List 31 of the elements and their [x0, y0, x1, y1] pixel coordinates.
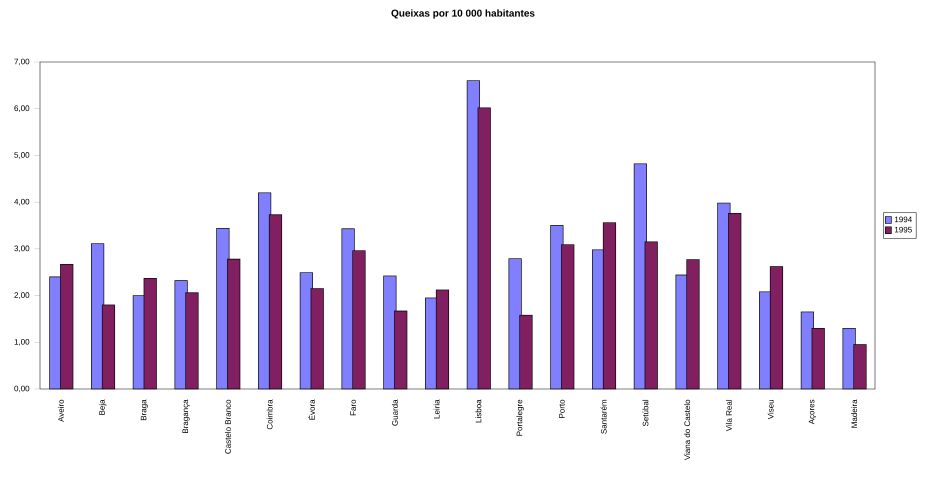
- x-tick-label: Faro: [350, 400, 356, 416]
- x-tick-label: Setúbal: [642, 400, 648, 426]
- y-tick-label: 7,00: [14, 58, 30, 66]
- x-tick-label: Bragança: [182, 399, 190, 433]
- x-tick-label: Leiria: [434, 399, 440, 418]
- x-tick-label: Beja: [98, 399, 106, 415]
- y-tick-label: 5,00: [14, 152, 30, 159]
- x-tick-label: Santarém: [600, 400, 607, 434]
- x-tick-label: Vila Real: [726, 400, 732, 432]
- chart-title: Queixas por 10 000 habitantes: [391, 9, 535, 19]
- x-tick-label: Porto: [559, 400, 565, 418]
- x-tick-label: Aveiro: [58, 400, 64, 422]
- legend-label: 1994: [894, 216, 912, 222]
- y-tick-label: 4,00: [14, 198, 30, 206]
- x-tick-label: Viseu: [768, 400, 774, 420]
- y-tick-label: 6,00: [14, 105, 30, 112]
- x-tick-label: Guarda: [392, 399, 398, 426]
- x-tick-label: Braga: [140, 399, 148, 420]
- x-tick-label: Portalegre: [516, 400, 524, 436]
- x-tick-label: Madeira: [851, 399, 858, 428]
- legend-label: 1995: [894, 226, 912, 232]
- y-tick-label: 0,00: [14, 386, 30, 392]
- x-tick-label: Coimbra: [266, 399, 273, 430]
- y-tick-label: 2,00: [14, 292, 30, 299]
- x-tick-label: Castelo Branco: [224, 400, 231, 454]
- y-tick-label: 1,00: [14, 338, 30, 346]
- x-tick-label: Viana do Castelo: [684, 400, 690, 460]
- x-tick-label: Açores: [808, 400, 816, 424]
- y-tick-label: 3,00: [14, 246, 30, 252]
- x-tick-label: Évora: [308, 399, 315, 420]
- x-tick-label: Lisboa: [475, 399, 482, 422]
